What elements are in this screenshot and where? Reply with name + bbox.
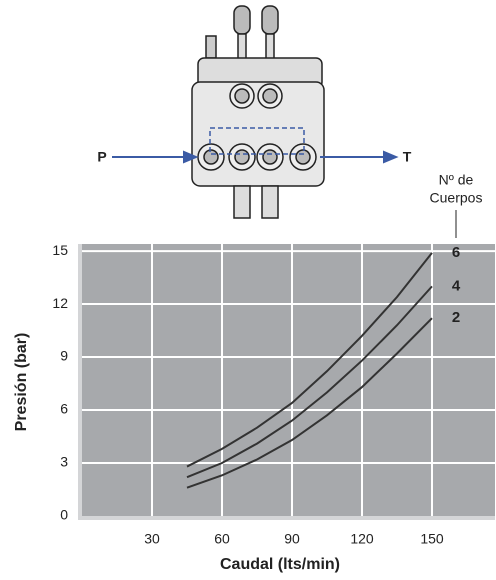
y-tick-label: 6	[60, 401, 68, 417]
y-tick-label: 9	[60, 348, 68, 364]
y-tick-label: 12	[52, 295, 68, 311]
annotation: Nº de	[439, 172, 474, 188]
y-tick-label: 3	[60, 454, 68, 470]
x-axis-label: Caudal (lts/min)	[220, 556, 340, 573]
inlet-label: P	[97, 149, 106, 165]
series-label: 6	[452, 244, 460, 261]
x-tick-label: 120	[350, 531, 374, 547]
valve-illustration	[191, 5, 325, 219]
annotation: Cuerpos	[430, 190, 483, 206]
series-label: 2	[452, 309, 460, 326]
y-tick-label: 0	[60, 507, 68, 523]
series-label: 4	[452, 277, 461, 294]
y-tick-label: 15	[52, 242, 68, 258]
x-tick-label: 90	[284, 531, 300, 547]
x-tick-label: 60	[214, 531, 230, 547]
x-tick-label: 150	[420, 531, 444, 547]
series-line	[186, 317, 433, 489]
plot-area	[82, 244, 495, 516]
series-line	[186, 285, 433, 479]
flow-arrows	[112, 150, 399, 164]
outlet-label: T	[403, 149, 412, 165]
y-axis-label: Presión (bar)	[13, 333, 30, 432]
series-line	[186, 252, 433, 468]
x-tick-label: 30	[144, 531, 160, 547]
